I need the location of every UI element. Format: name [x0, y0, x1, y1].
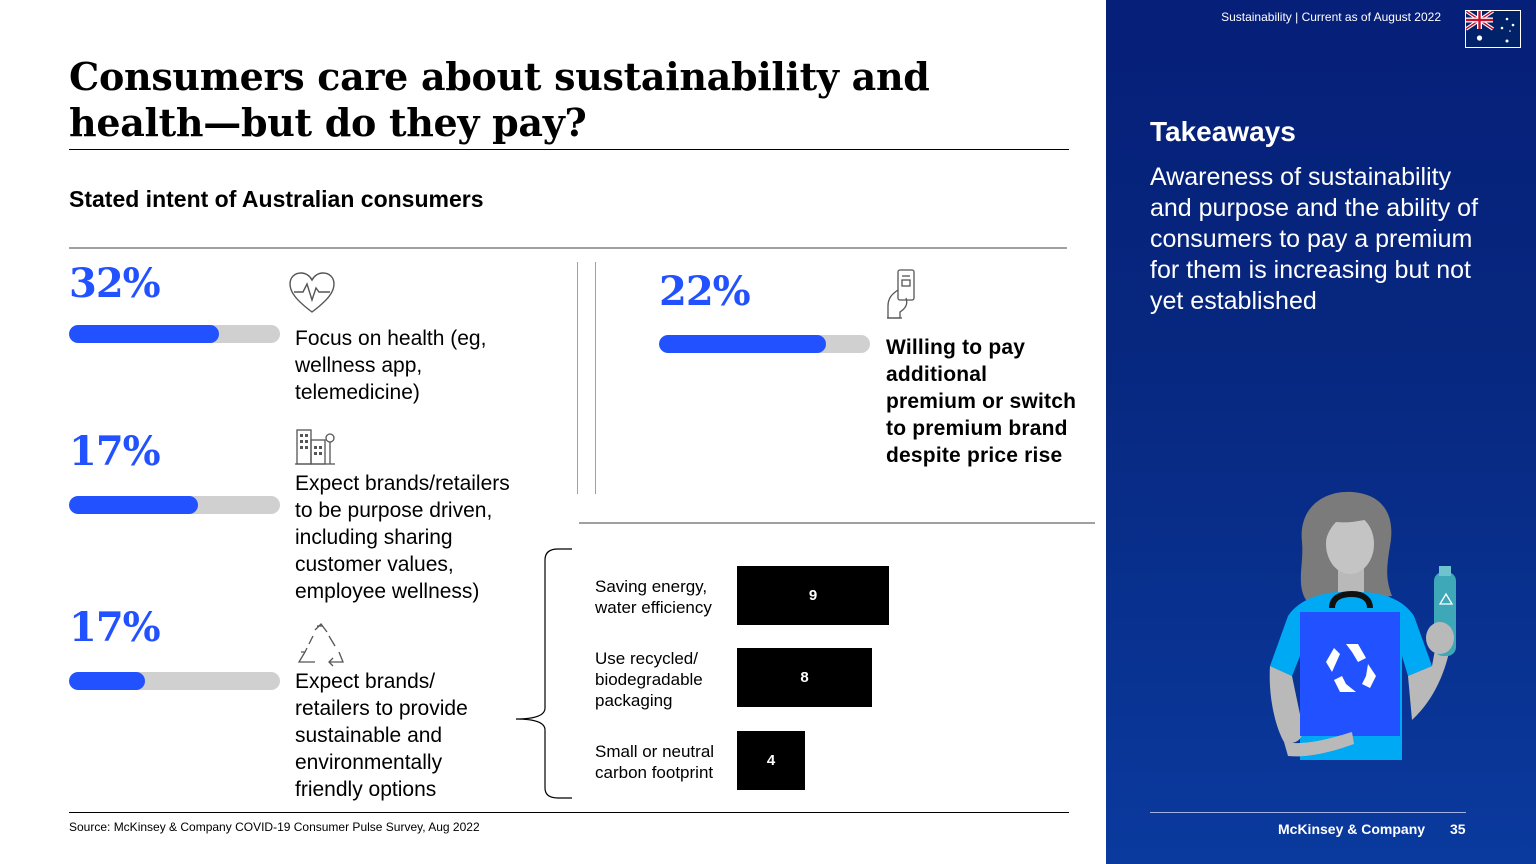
title-line-1: Consumers care about sustainability and: [69, 54, 1069, 100]
recycle-icon: [295, 622, 347, 668]
australia-flag-icon: [1465, 10, 1521, 48]
source-note: Source: McKinsey & Company COVID-19 Cons…: [69, 820, 480, 834]
stat-2-percent: 17%: [69, 428, 160, 475]
stat-1-description: Focus on health (eg, wellness app, telem…: [295, 325, 486, 406]
premium-percent: 22%: [659, 268, 750, 315]
premium-bar-track: [659, 335, 870, 353]
stat-3-percent: 17%: [69, 604, 160, 651]
title-divider: [69, 149, 1069, 150]
section-tag: Sustainability | Current as of August 20…: [1221, 10, 1441, 24]
stat-2-line-2: to be purpose driven,: [295, 497, 510, 524]
subtitle-divider: [69, 247, 1067, 249]
stat-1-line-2: wellness app,: [295, 352, 486, 379]
stat-2-line-1: Expect brands/retailers: [295, 470, 510, 497]
hand-card-icon: [884, 268, 918, 322]
stat-3-bar-track: [69, 672, 280, 690]
stat-2-line-3: including sharing: [295, 524, 510, 551]
page-number: 35: [1450, 821, 1466, 837]
chart-category-3: Small or neutral carbon footprint: [595, 741, 714, 783]
stat-1-bar-fill: [69, 325, 219, 343]
premium-line-2: additional: [886, 361, 1076, 388]
chart-category-1: Saving energy, water efficiency: [595, 576, 712, 618]
column-divider-2: [595, 262, 596, 494]
chart-category-2-line-1: Use recycled/: [595, 648, 703, 669]
stat-2-bar-track: [69, 496, 280, 514]
stat-1-bar-track: [69, 325, 280, 343]
stat-1-line-3: telemedicine): [295, 379, 486, 406]
stat-2-line-4: customer values,: [295, 551, 510, 578]
chart-bar-2-value: 8: [800, 669, 808, 686]
stat-2-line-5: employee wellness): [295, 578, 510, 605]
chart-category-2-line-2: biodegradable: [595, 669, 703, 690]
chart-category-2: Use recycled/ biodegradable packaging: [595, 648, 703, 711]
chart-category-2-line-3: packaging: [595, 690, 703, 711]
shopper-illustration: [1236, 488, 1476, 760]
premium-line-4: to premium brand: [886, 415, 1076, 442]
heart-pulse-icon: [286, 270, 338, 316]
source-divider: [69, 812, 1069, 813]
column-divider-1: [577, 262, 578, 494]
chart-category-3-line-1: Small or neutral: [595, 741, 714, 762]
chart-category-3-line-2: carbon footprint: [595, 762, 714, 783]
stat-3-line-1: Expect brands/: [295, 668, 468, 695]
stat-3-description: Expect brands/ retailers to provide sust…: [295, 668, 468, 803]
title-line-2: health—but do they pay?: [69, 100, 1069, 146]
stat-3-bar-fill: [69, 672, 145, 690]
chart-bar-3: 4: [737, 731, 805, 790]
premium-line-3: premium or switch: [886, 388, 1076, 415]
buildings-icon: [294, 424, 336, 466]
chart-top-divider: [579, 522, 1095, 524]
chart-category-1-line-1: Saving energy,: [595, 576, 712, 597]
section-subtitle: Stated intent of Australian consumers: [69, 186, 484, 213]
stat-3-line-3: sustainable and: [295, 722, 468, 749]
premium-description: Willing to pay additional premium or swi…: [886, 334, 1076, 469]
chart-bar-1-value: 9: [809, 587, 817, 604]
premium-bar-fill: [659, 335, 826, 353]
takeaways-text: Awareness of sustainability and purpose …: [1150, 162, 1480, 317]
stat-2-description: Expect brands/retailers to be purpose dr…: [295, 470, 510, 605]
chart-bar-3-value: 4: [767, 752, 775, 769]
premium-line-5: despite price rise: [886, 442, 1076, 469]
chart-bar-2: 8: [737, 648, 872, 707]
stat-1-line-1: Focus on health (eg,: [295, 325, 486, 352]
takeaways-heading: Takeaways: [1150, 116, 1296, 148]
stat-1-percent: 32%: [69, 260, 160, 307]
chart-bar-1: 9: [737, 566, 889, 625]
stat-3-line-5: friendly options: [295, 776, 468, 803]
stat-2-bar-fill: [69, 496, 198, 514]
chart-category-1-line-2: water efficiency: [595, 597, 712, 618]
stat-3-line-2: retailers to provide: [295, 695, 468, 722]
panel-divider: [1150, 812, 1466, 813]
stat-3-line-4: environmentally: [295, 749, 468, 776]
premium-line-1: Willing to pay: [886, 334, 1076, 361]
brand-label: McKinsey & Company: [1278, 821, 1425, 837]
page-title: Consumers care about sustainability and …: [69, 54, 1069, 146]
bracket-connector: [512, 546, 574, 802]
